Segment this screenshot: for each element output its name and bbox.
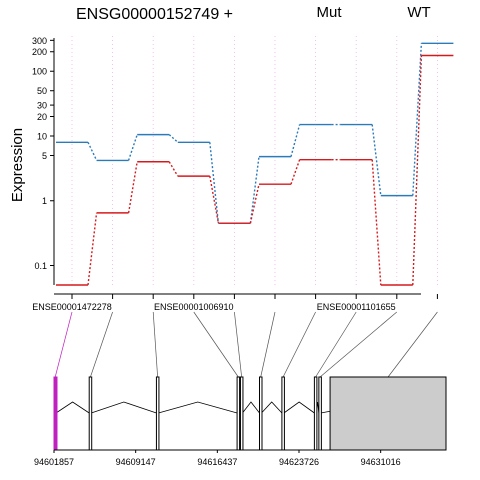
exon-label: ENSE00001006910 (154, 302, 234, 312)
gene-model (53, 376, 447, 451)
y-tick-label: 300 (32, 36, 47, 46)
intron-line (261, 401, 283, 414)
exon-box (88, 376, 93, 451)
connector-line (260, 311, 276, 378)
series-connector (168, 134, 179, 143)
genomic-tick-label: 94601857 (34, 457, 74, 467)
series-connector (127, 134, 138, 161)
connector-line (315, 311, 357, 378)
y-tick-label: 1 (42, 196, 47, 206)
exon-box (313, 376, 318, 451)
connector-line (54, 311, 73, 378)
wt-legend-label: WT (407, 4, 430, 21)
exon-box (236, 376, 241, 451)
series-connector (87, 212, 98, 286)
x-axis (54, 293, 438, 299)
exon-box (258, 376, 263, 451)
genomic-axis: 94601857 94609147 94616437 94623726 94631016 (34, 450, 401, 467)
genomic-tick-label: 94623726 (279, 457, 319, 467)
gene-title: ENSG00000152749 + (76, 6, 233, 23)
intron-line (242, 401, 260, 414)
exon-box (318, 376, 322, 451)
connector-line (193, 311, 239, 378)
y-tick-label: 200 (32, 47, 47, 57)
series-connector (290, 124, 301, 157)
y-axis-label: Expression (9, 128, 26, 202)
y-tick-label: 30 (37, 101, 47, 111)
exon-label: ENSE00001101655 (317, 302, 396, 312)
intron-line (158, 401, 238, 414)
exon-box (239, 376, 244, 451)
series-connector (371, 159, 382, 286)
exon-box (155, 376, 160, 451)
series-connector (412, 43, 423, 196)
y-tick-label: 20 (37, 112, 47, 122)
utr-box (329, 376, 447, 451)
series-connector (290, 159, 301, 185)
y-tick-label: 50 (37, 86, 47, 96)
exon-connectors (54, 311, 438, 378)
series-lines (56, 42, 454, 286)
genomic-tick-label: 94631016 (361, 457, 401, 467)
series-connector (249, 156, 260, 224)
mut-legend-label: Mut (316, 4, 342, 21)
y-tick-label: 5 (42, 151, 47, 161)
genomic-tick-label: 94609147 (116, 457, 156, 467)
connector-line (282, 311, 316, 378)
connector-line (319, 311, 398, 378)
y-tick-label: 100 (32, 67, 47, 77)
connector-line (387, 311, 438, 378)
exon-labels: ENSE00001472278 ENSE00001006910 ENSE000011… (32, 302, 395, 312)
exon-label: ENSE00001472278 (32, 302, 112, 312)
series-connector (249, 184, 260, 224)
genomic-tick-label: 94616437 (197, 457, 237, 467)
connector-line (90, 311, 113, 378)
exon-box (53, 376, 58, 451)
connector-line (234, 311, 242, 378)
connector-line (152, 311, 158, 378)
exon-box (281, 376, 285, 451)
series-connector (127, 161, 138, 213)
y-tick-label: 10 (37, 131, 47, 141)
intron-line (283, 401, 315, 414)
y-tick-label: 0.1 (34, 261, 47, 271)
intron-line (91, 401, 157, 414)
series-connector (168, 161, 179, 177)
series-connector (209, 142, 220, 224)
intron-line (55, 401, 90, 414)
series-mut (56, 54, 454, 286)
series-wt (56, 42, 454, 224)
series-connector (87, 141, 98, 161)
